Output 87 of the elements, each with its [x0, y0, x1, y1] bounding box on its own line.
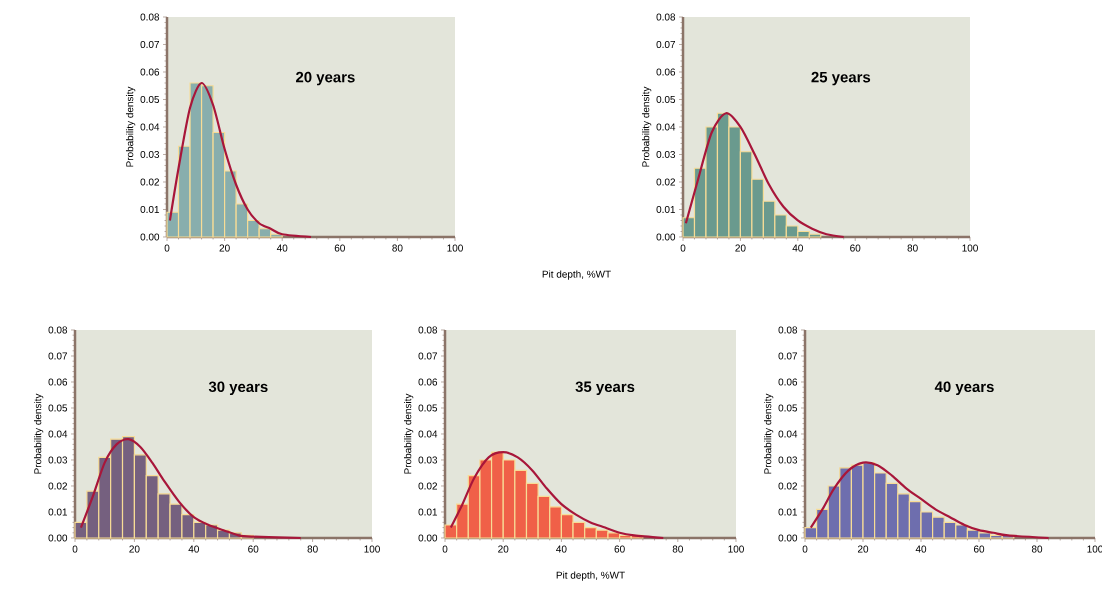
y-axis-title: Probability density: [641, 86, 652, 167]
y-tick-label: 0.03: [418, 456, 438, 464]
y-tick-label: 0.08: [140, 13, 160, 21]
y-axis-title: Probability density: [763, 393, 774, 474]
x-tick-label: 40: [792, 244, 803, 252]
y-tick-label: 0.07: [778, 352, 798, 360]
x-tick-label: 40: [915, 545, 927, 553]
x-axis-title: Pit depth, %WT: [556, 571, 625, 581]
y-tick-label: 0.01: [48, 508, 68, 516]
x-tick-label: 0: [802, 545, 808, 553]
x-tick-label: 20: [129, 545, 140, 553]
y-tick-label: 0.01: [778, 508, 798, 516]
y-tick-label: 0.06: [418, 378, 438, 386]
text: 25 years: [811, 71, 871, 86]
y-axis-title: Probability density: [33, 393, 44, 474]
x-tick-label: 80: [1031, 545, 1043, 553]
x-tick-label: 100: [728, 545, 744, 553]
y-tick-label: 0.07: [418, 352, 438, 360]
x-tick-label: 0: [442, 545, 448, 553]
y-tick-label: 0.08: [656, 13, 676, 21]
text: 20 years: [296, 71, 355, 86]
y-tick-label: 0.06: [140, 68, 160, 76]
x-tick-label: 60: [334, 244, 345, 252]
y-tick-label: 0.02: [418, 482, 438, 490]
y-tick-label: 0.00: [656, 233, 676, 241]
y-tick-label: 0.03: [48, 456, 68, 464]
y-tick-label: 0.01: [140, 205, 160, 214]
y-tick-label: 0.05: [656, 95, 676, 104]
x-tick-label: 20: [857, 545, 869, 553]
y-tick-label: 0.05: [140, 95, 160, 104]
x-tick-label: 0: [72, 545, 78, 553]
text: 35 years: [575, 381, 635, 395]
y-tick-label: 0.02: [656, 178, 676, 186]
text: 40 years: [934, 381, 994, 395]
y-tick-label: 0.03: [140, 150, 160, 159]
x-tick-label: 40: [188, 545, 199, 553]
x-tick-label: 60: [614, 545, 625, 553]
x-tick-label: 40: [276, 244, 288, 252]
y-tick-label: 0.07: [48, 352, 68, 360]
x-tick-label: 60: [850, 244, 861, 252]
y-tick-label: 0.08: [48, 326, 68, 334]
y-tick-label: 0.02: [778, 482, 798, 490]
y-tick-label: 0.04: [48, 430, 68, 438]
y-tick-label: 0.00: [140, 233, 160, 241]
y-tick-label: 0.04: [656, 123, 676, 131]
x-tick-label: 60: [248, 545, 259, 553]
y-tick-label: 0.03: [778, 456, 798, 464]
x-tick-label: 100: [447, 244, 463, 252]
x-tick-label: 20: [498, 545, 509, 553]
x-tick-label: 40: [556, 545, 567, 553]
x-tick-label: 80: [907, 244, 918, 252]
y-axis-title: Probability density: [125, 86, 136, 167]
y-tick-label: 0.04: [140, 123, 160, 131]
x-tick-label: 60: [973, 545, 985, 553]
x-tick-label: 20: [219, 244, 230, 252]
y-tick-label: 0.07: [656, 40, 676, 49]
y-tick-label: 0.02: [48, 482, 68, 490]
y-tick-label: 0.01: [656, 205, 676, 214]
y-tick-label: 0.05: [778, 404, 798, 412]
text: 30 years: [208, 381, 268, 395]
y-tick-label: 0.06: [656, 68, 676, 76]
y-tick-label: 0.08: [778, 326, 798, 334]
y-tick-label: 0.01: [418, 508, 438, 516]
y-tick-label: 0.00: [48, 534, 68, 542]
y-tick-label: 0.04: [418, 430, 438, 438]
x-axis-title: Pit depth, %WT: [542, 270, 611, 280]
x-tick-label: 100: [364, 545, 380, 553]
x-tick-label: 0: [164, 244, 170, 252]
y-tick-label: 0.05: [418, 404, 438, 412]
x-tick-label: 80: [307, 545, 318, 553]
x-tick-label: 0: [680, 244, 686, 252]
y-tick-label: 0.00: [778, 534, 798, 542]
y-tick-label: 0.08: [418, 326, 438, 334]
y-tick-label: 0.06: [48, 378, 68, 386]
y-tick-label: 0.07: [140, 40, 160, 49]
x-tick-label: 80: [672, 545, 683, 553]
y-tick-label: 0.06: [778, 378, 798, 386]
y-tick-label: 0.04: [778, 430, 798, 438]
x-tick-label: 20: [735, 244, 746, 252]
x-tick-label: 100: [1087, 545, 1102, 553]
y-tick-label: 0.00: [418, 534, 438, 542]
y-tick-label: 0.02: [140, 178, 160, 186]
y-tick-label: 0.05: [48, 404, 68, 412]
x-tick-label: 80: [392, 244, 403, 252]
x-tick-label: 100: [962, 244, 978, 252]
y-axis-title: Probability density: [403, 393, 414, 474]
y-tick-label: 0.03: [656, 150, 676, 159]
